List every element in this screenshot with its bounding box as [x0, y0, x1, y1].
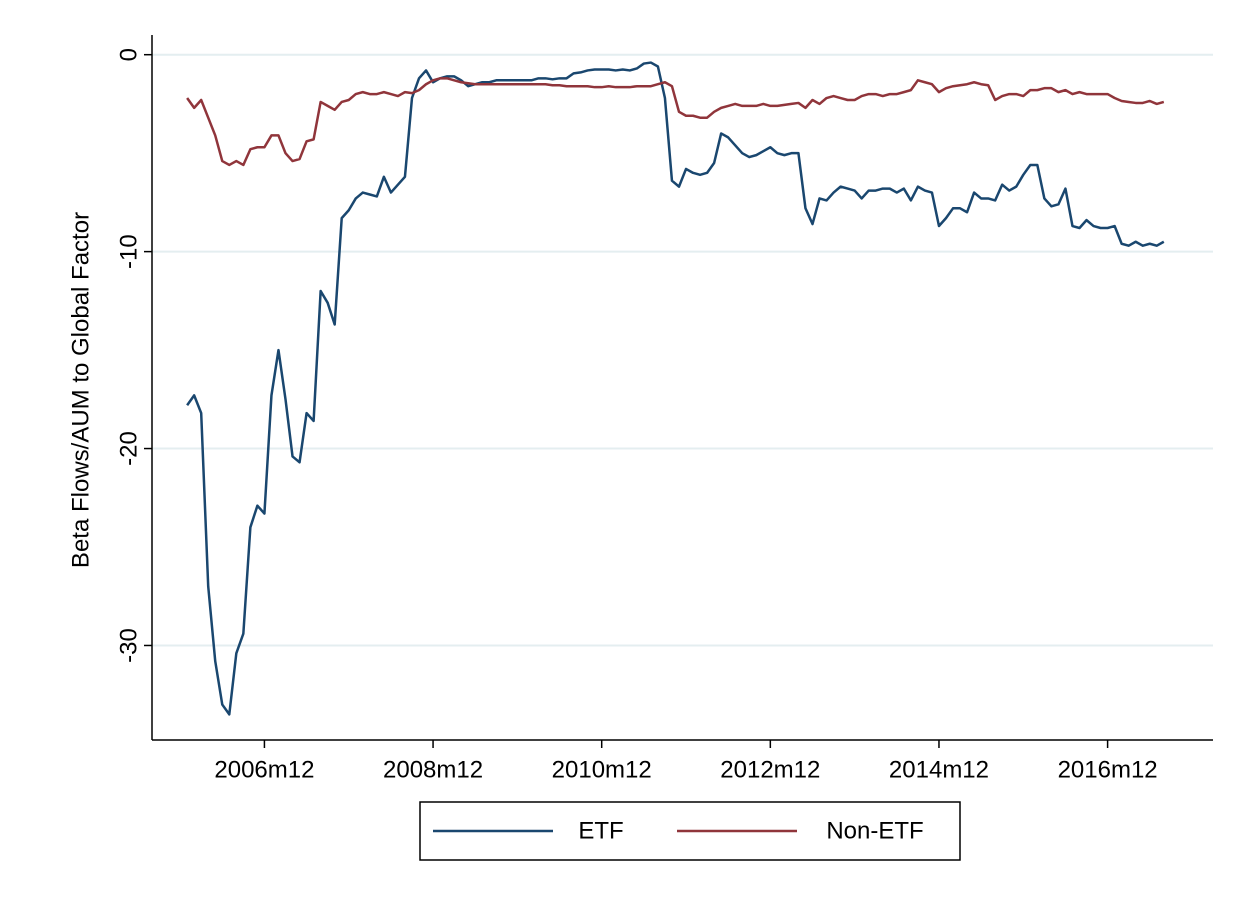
y-tick-label: -20 [115, 431, 142, 466]
line-series [186, 61, 1165, 716]
x-tick-label: 2014m12 [889, 756, 989, 783]
line-series [186, 77, 1165, 167]
x-tick-label: 2006m12 [214, 756, 314, 783]
x-tick-label: 2010m12 [552, 756, 652, 783]
y-tick-label: -30 [115, 628, 142, 663]
y-axis-title: Beta Flows/AUM to Global Factor [67, 212, 94, 568]
x-tick-label: 2008m12 [383, 756, 483, 783]
legend-label: Non-ETF [826, 817, 923, 844]
y-tick-label: 0 [115, 48, 142, 61]
x-tick-label: 2016m12 [1058, 756, 1158, 783]
y-tick-label: -10 [115, 234, 142, 269]
legend-label: ETF [578, 817, 623, 844]
x-tick-label: 2012m12 [720, 756, 820, 783]
